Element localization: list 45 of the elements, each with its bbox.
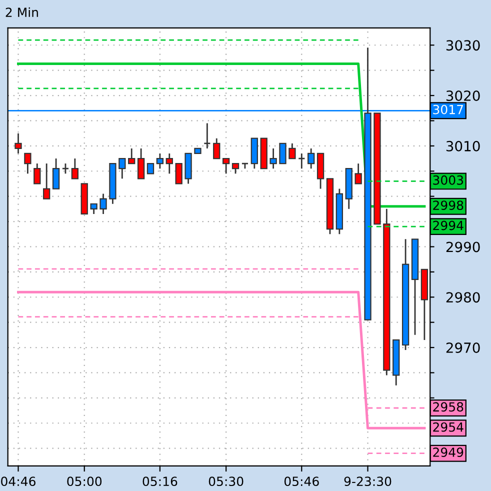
candlestick bbox=[34, 162, 41, 184]
data-label: 2954 bbox=[433, 422, 464, 432]
x-tick-label: 05:46 bbox=[284, 476, 319, 486]
y-tick-label: 2990 bbox=[446, 242, 480, 252]
candlestick bbox=[203, 122, 211, 150]
candlestick bbox=[288, 142, 296, 160]
candlestick bbox=[100, 193, 107, 215]
x-tick-label: 04:46 bbox=[1, 476, 36, 486]
candlestick bbox=[52, 158, 60, 190]
x-tick-label: 9-23:30 bbox=[344, 476, 392, 486]
candlestick bbox=[308, 148, 315, 170]
chart-title: 2 Min bbox=[6, 7, 38, 17]
candlestick bbox=[90, 203, 98, 215]
x-tick-label: 05:00 bbox=[67, 476, 102, 486]
y-tick-label: 3010 bbox=[446, 140, 480, 152]
data-label: 2994 bbox=[433, 220, 464, 230]
candlestick bbox=[222, 158, 230, 174]
candlestick bbox=[62, 162, 70, 174]
candlestick bbox=[71, 158, 79, 180]
candlestick bbox=[24, 152, 32, 174]
data-label: 2998 bbox=[433, 200, 464, 210]
x-tick-label: 05:16 bbox=[142, 476, 178, 486]
candlestick bbox=[213, 138, 220, 160]
y-tick-label: 3020 bbox=[446, 90, 480, 101]
candlestick bbox=[128, 148, 136, 164]
candlestick bbox=[43, 162, 50, 200]
candlestick bbox=[137, 148, 145, 180]
candlestick bbox=[118, 158, 126, 180]
x-tick-label: 05:30 bbox=[208, 476, 244, 486]
candlestick bbox=[279, 142, 286, 164]
ref-line-label: 3017 bbox=[433, 104, 463, 114]
y-tick-label: 2980 bbox=[446, 292, 480, 303]
candlestick bbox=[354, 162, 362, 184]
y-tick-label: 3030 bbox=[446, 40, 480, 51]
candlestick bbox=[270, 148, 277, 170]
candlestick bbox=[146, 163, 154, 174]
data-label: 2958 bbox=[433, 402, 464, 412]
candlestick bbox=[166, 152, 173, 174]
candlestick bbox=[14, 132, 22, 154]
data-label: 2949 bbox=[433, 448, 464, 457]
y-tick-label: 2970 bbox=[446, 342, 480, 353]
candlestick bbox=[232, 162, 240, 174]
candlestick bbox=[156, 152, 164, 170]
candlestick bbox=[175, 163, 182, 184]
data-label: 3003 bbox=[433, 175, 464, 185]
